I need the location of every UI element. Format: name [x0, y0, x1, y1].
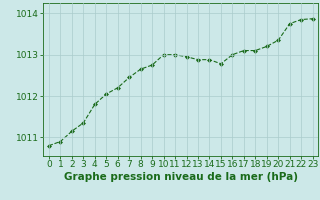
X-axis label: Graphe pression niveau de la mer (hPa): Graphe pression niveau de la mer (hPa) — [64, 172, 298, 182]
